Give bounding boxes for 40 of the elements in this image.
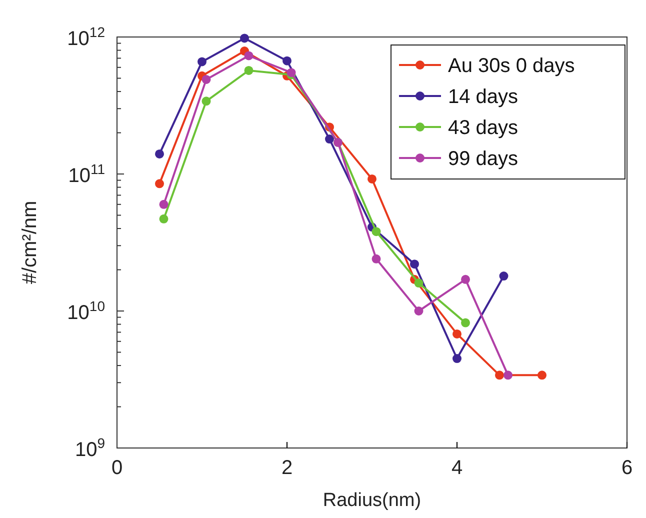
point [202, 74, 211, 84]
point [372, 254, 381, 264]
y-tick-label: 10$^{10}$ [67, 298, 106, 324]
x-tick-label: 0 [111, 457, 123, 479]
point [538, 370, 546, 380]
point [372, 227, 381, 236]
point [202, 96, 211, 106]
point [452, 329, 462, 338]
legend-label: 43 days [448, 117, 518, 139]
point [495, 370, 504, 380]
point [282, 56, 292, 66]
point [244, 66, 254, 75]
point [198, 57, 206, 66]
x-axis-title: Radius(nm) [322, 490, 422, 511]
x-tick-label: 4 [451, 457, 463, 479]
point [240, 34, 249, 43]
legend-label: Au 30s 0 days [448, 55, 575, 77]
point [155, 149, 164, 158]
point [368, 174, 376, 184]
y-axis-title: #/cm²/nm [19, 200, 41, 284]
point [244, 51, 254, 60]
point [414, 278, 424, 288]
y-tick-label: 10$^{11}$ [68, 161, 106, 187]
point [452, 354, 462, 364]
point [410, 260, 419, 269]
point [461, 274, 470, 284]
y-tick-label: 10$^{9}$ [74, 435, 106, 461]
x-tick-label: 2 [281, 457, 293, 479]
point [325, 134, 334, 144]
point [159, 214, 168, 224]
point [159, 200, 168, 209]
point [499, 272, 508, 281]
point [155, 179, 164, 188]
legend-label: 99 days [448, 148, 518, 170]
point [461, 318, 470, 328]
y-tick-label: 10$^{12}$ [67, 24, 106, 50]
legend-label: 14 days [448, 86, 518, 108]
point [414, 306, 424, 316]
x-tick-label: 6 [621, 457, 633, 479]
point [504, 370, 512, 380]
